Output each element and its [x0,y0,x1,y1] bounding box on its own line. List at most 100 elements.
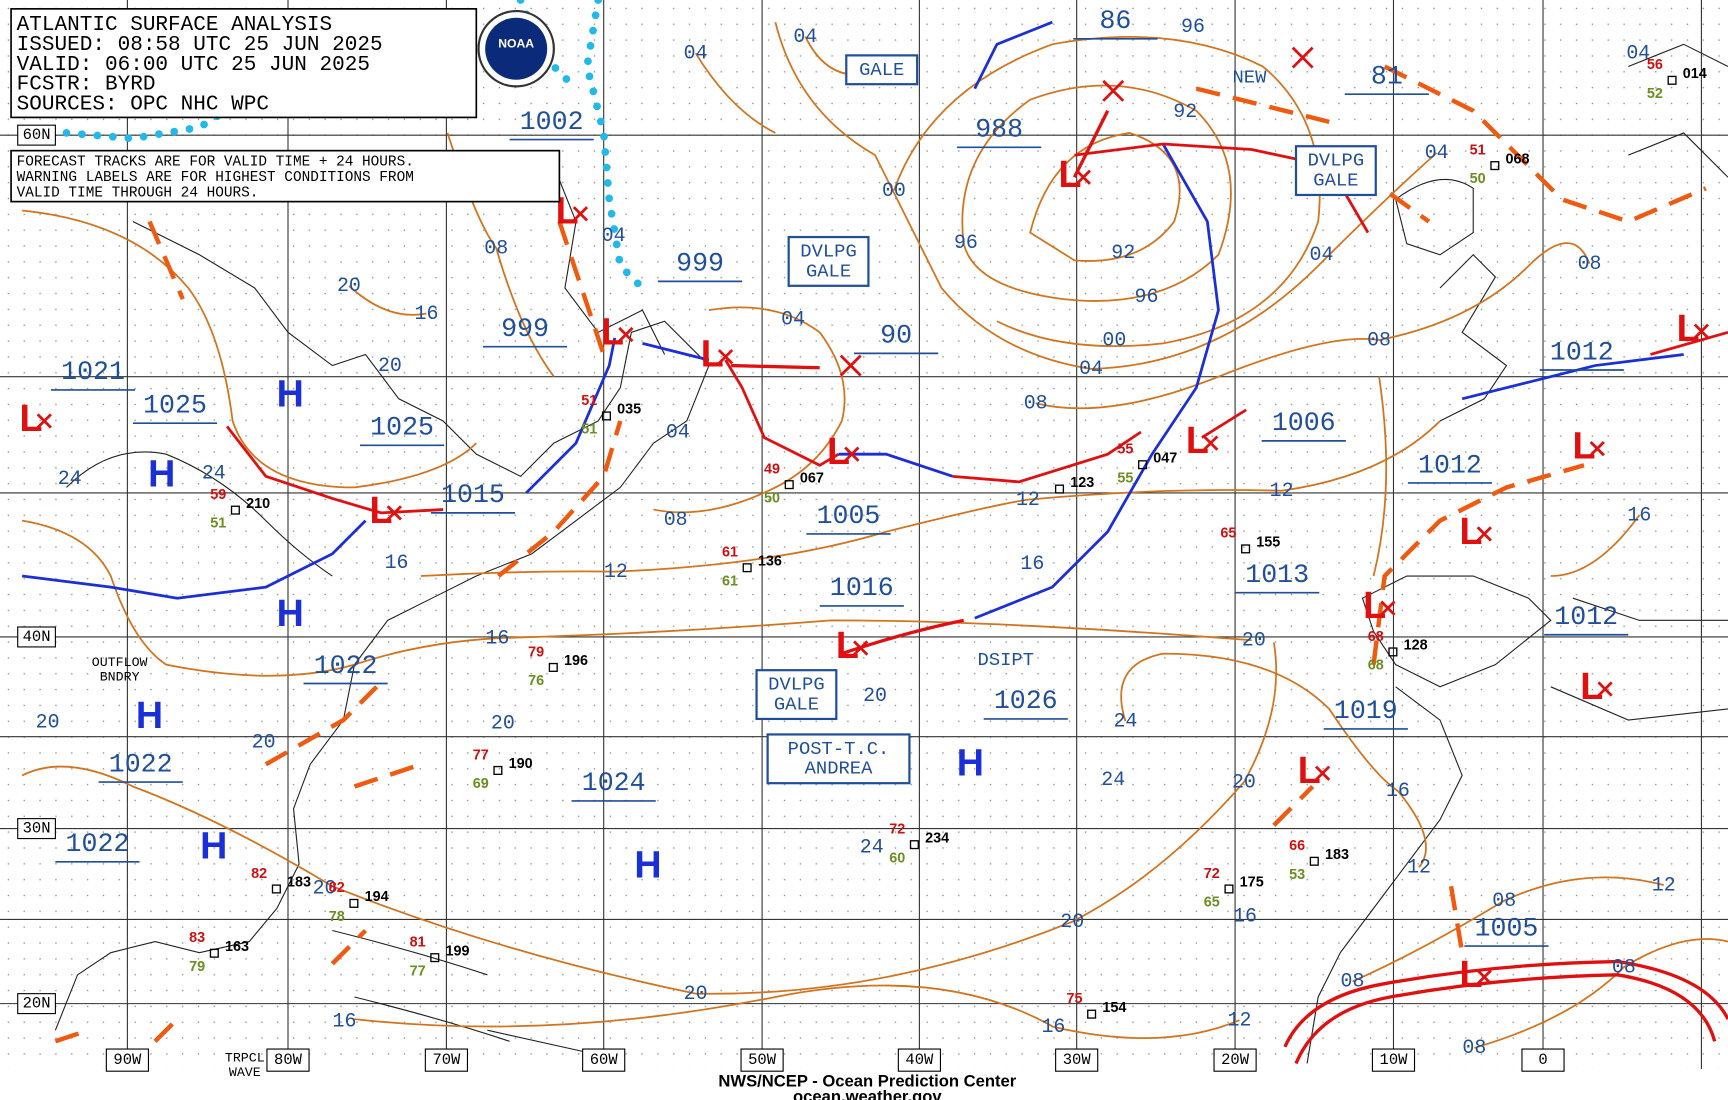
pressure-center: 1025 [143,390,207,420]
isobar-label: 24 [860,836,884,859]
station-dewpoint: 65 [1204,895,1220,911]
station-marker [1224,884,1234,894]
isobar-label: 96 [954,231,978,254]
isobar-label: 16 [1386,779,1410,802]
longitude-label: 80W [274,1051,303,1069]
isobar-label: 20 [863,684,887,707]
station-temp: 81 [410,934,426,950]
station-pressure: 190 [509,756,533,772]
station-temp: 72 [1204,866,1220,882]
forecast-track [841,618,965,656]
low-center: L [1298,749,1321,791]
isobar-label: 08 [1024,391,1048,414]
warning-box [1294,145,1377,197]
station-marker [271,884,281,894]
low-x [1380,600,1396,616]
station-pressure: 183 [1325,847,1349,863]
isobar-label: 20 [491,712,515,735]
isobar-label: 04 [684,41,708,64]
isobar-label: 08 [484,236,508,259]
isobar-label: 04 [1310,243,1334,266]
low-x [36,413,52,429]
latitude-label-box [17,626,56,648]
longitude-label-box [424,1048,469,1072]
low-center: L [1186,419,1209,461]
low-x [1476,969,1492,985]
warning-label: DVLPG [800,240,856,262]
pressure-center: 1019 [1334,696,1398,726]
isobar-label: 24 [202,461,226,484]
station-temp: 51 [1470,142,1486,158]
low-center: L [20,397,43,439]
isobar-label: 04 [666,420,690,443]
isobar-label: 00 [882,179,906,202]
map-label: WAVE [229,1065,261,1080]
station-marker [1054,484,1065,494]
station-pressure: 014 [1683,66,1707,82]
station-marker [493,765,503,775]
isobar-label: 20 [1232,770,1256,793]
warning-label: ANDREA [805,758,873,780]
station-temp: 65 [1220,526,1236,542]
pressure-center: 1005 [817,501,881,531]
pressure-center: 1025 [370,413,434,443]
longitude-label-box [740,1048,784,1072]
map-label: NEW [1233,67,1268,89]
warning-box [766,733,911,785]
pressure-center: 999 [676,249,724,279]
station-dewpoint: 69 [473,776,489,792]
station-marker [1388,647,1398,657]
forecast-position [1291,46,1314,69]
header-title: ATLANTIC SURFACE ANALYSIS [17,13,333,37]
isobar-label: 08 [1367,328,1391,351]
header-valid: VALID: 06:00 UTC 25 JUN 2025 [17,53,370,77]
isobar-label: 16 [415,302,439,325]
station-marker [601,411,612,421]
low-x [844,446,860,462]
note-line: WARNING LABELS ARE FOR HIGHEST CONDITION… [17,170,414,186]
footer-agency: NWS/NCEP - Ocean Prediction Center [718,1072,1016,1091]
longitude-label: 0 [1538,1051,1547,1069]
warning-label: GALE [806,260,851,282]
header-forecaster: FCSTR: BYRD [17,73,156,97]
forecast-position [1102,79,1125,102]
low-center: L [836,624,859,666]
station-dewpoint: 78 [329,909,345,925]
latitude-label-box [17,124,56,146]
pressure-center: 90 [880,321,912,351]
station-marker [1490,161,1500,171]
isobar-label: 16 [485,626,509,649]
isobar-label: 20 [337,274,361,297]
coastlines [54,43,1728,1064]
pressure-center: 1015 [441,480,505,510]
station-dewpoint: 61 [722,573,738,589]
longitude-label-box [105,1048,149,1072]
pressure-center: 1013 [1245,560,1309,590]
pressure-center: 1021 [61,357,125,387]
station-pressure: 128 [1404,638,1428,654]
low-center: L [1580,665,1603,707]
warning-label: DVLPG [1308,150,1364,172]
pressure-center: 988 [975,115,1023,145]
pressure-center: 1002 [520,107,584,137]
isobar-label: 04 [781,307,805,330]
station-marker [909,840,919,850]
isobar-label: 04 [1079,357,1103,380]
isobar-label: 24 [58,467,82,490]
pressure-center: 1022 [314,651,378,681]
station-dewpoint: 60 [889,850,905,866]
station-dewpoint: 68 [1368,658,1384,674]
isobar-label: 04 [793,25,817,48]
longitude-label: 60W [590,1051,619,1069]
station-dewpoint: 53 [1289,867,1305,883]
station-temp: 82 [251,866,267,882]
station-pressure: 155 [1256,535,1280,551]
station-pressure: 183 [287,875,311,891]
station-marker [1309,856,1319,866]
isobars [21,21,1728,1049]
note-line: VALID TIME THROUGH 24 HOURS. [17,186,259,202]
low-x [1693,323,1710,339]
station-temp: 66 [1289,838,1305,854]
isobar-label: 20 [684,982,708,1005]
low-x [386,505,402,521]
